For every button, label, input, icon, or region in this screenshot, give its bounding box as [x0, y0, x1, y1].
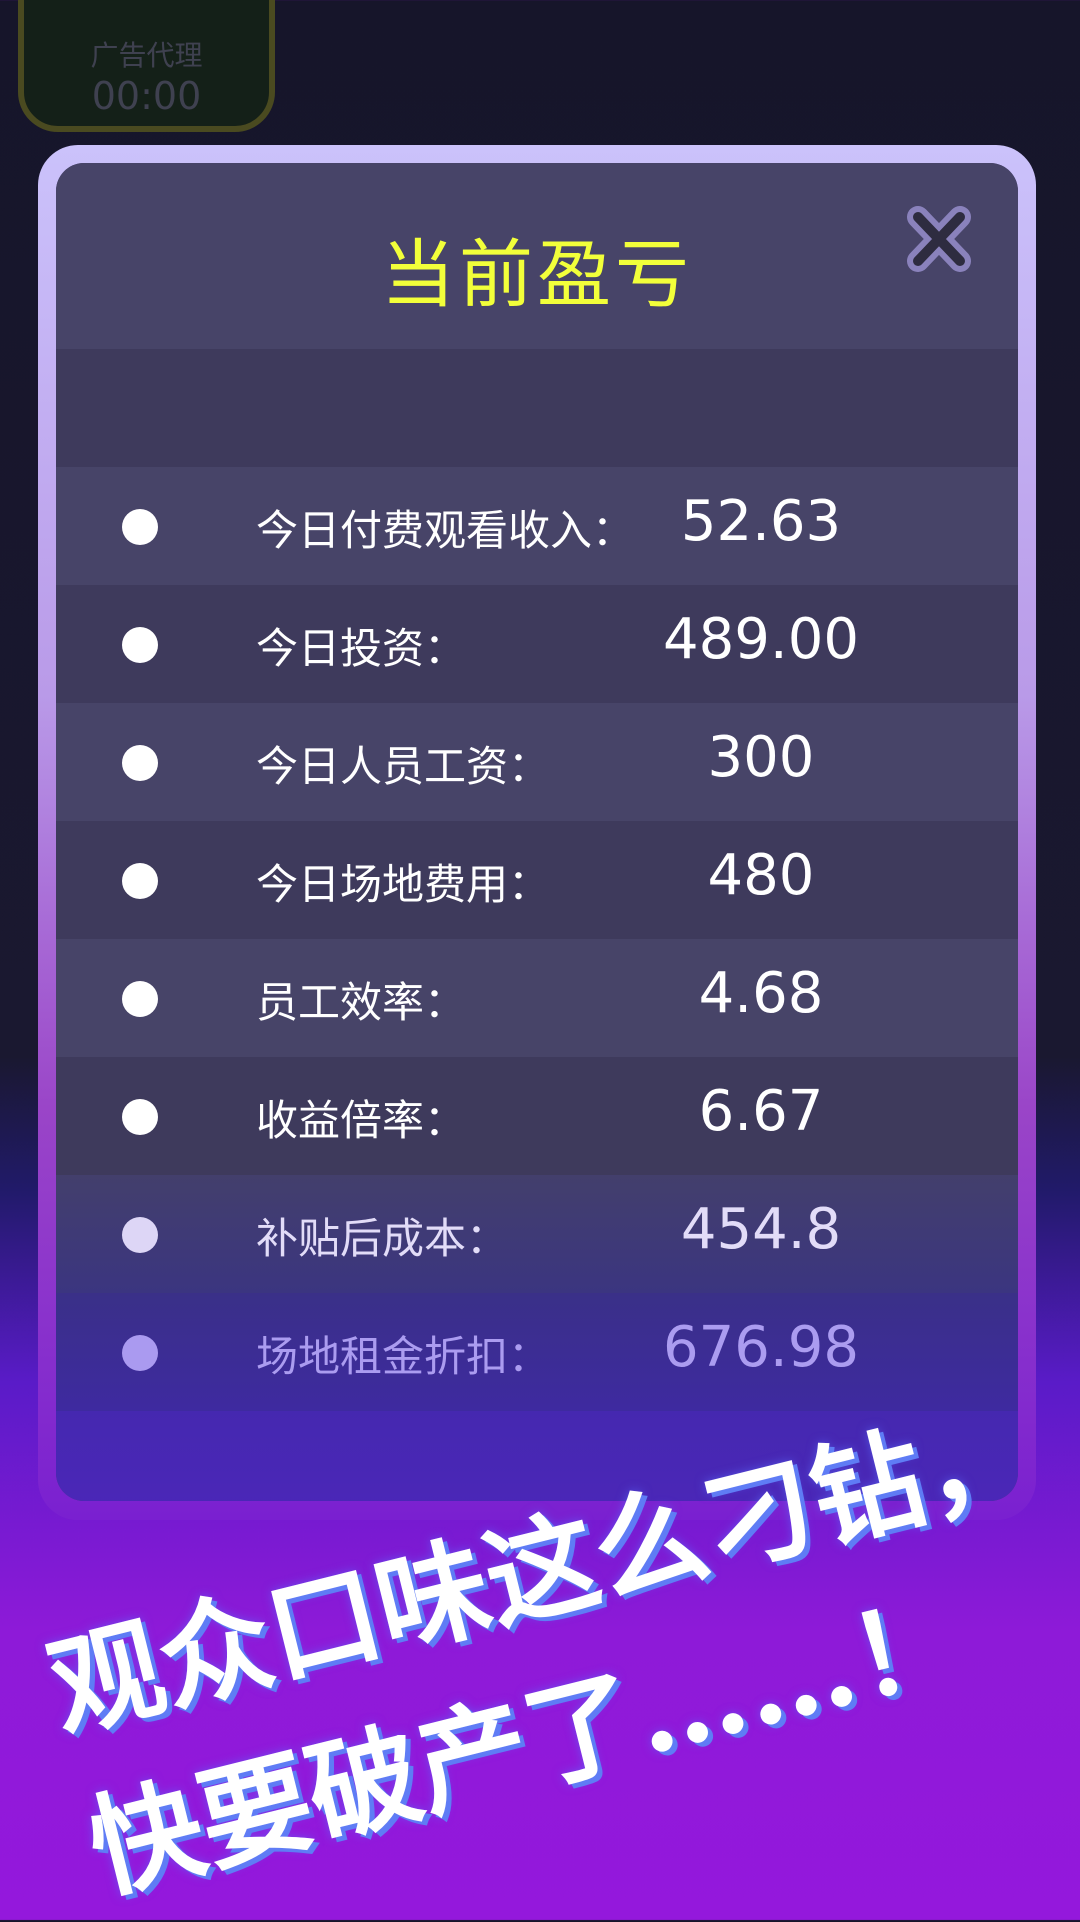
- dialog-header: 当前盈亏: [56, 163, 1018, 349]
- dialog-footer: [56, 1411, 1018, 1501]
- stat-row: 今日付费观看收入： 52.63: [56, 467, 1018, 585]
- stat-row: 今日投资： 489.00: [56, 585, 1018, 703]
- dialog-title: 当前盈亏: [381, 232, 693, 318]
- stat-value: 52.63: [680, 489, 842, 554]
- dialog-body: 当前盈亏 今日付费观看收入： 52.63 今日投资： 489.00 今日人员工资…: [56, 163, 1018, 1501]
- bullet-icon: [122, 509, 158, 545]
- stat-row: 场地租金折扣： 676.98: [56, 1293, 1018, 1411]
- stat-label: 补贴后成本：: [256, 1214, 509, 1263]
- stat-row: 今日场地费用： 480: [56, 821, 1018, 939]
- profit-loss-dialog: 当前盈亏 今日付费观看收入： 52.63 今日投资： 489.00 今日人员工资…: [38, 145, 1036, 1520]
- stat-value: 300: [707, 725, 815, 790]
- stat-value: 480: [707, 843, 815, 908]
- close-x-icon[interactable]: [904, 203, 974, 275]
- spacer-row: [56, 349, 1018, 467]
- stat-value: 676.98: [663, 1315, 859, 1380]
- stat-value: 454.8: [680, 1197, 842, 1262]
- stat-row: 补贴后成本： 454.8: [56, 1175, 1018, 1293]
- stat-value: 4.68: [698, 961, 824, 1026]
- stat-label: 今日付费观看收入：: [256, 506, 635, 555]
- stat-label: 今日人员工资：: [256, 742, 551, 791]
- stat-row: 收益倍率： 6.67: [56, 1057, 1018, 1175]
- stat-row: 员工效率： 4.68: [56, 939, 1018, 1057]
- stat-label: 今日场地费用：: [256, 860, 551, 909]
- stat-label: 员工效率：: [256, 978, 467, 1027]
- stat-row: 今日人员工资： 300: [56, 703, 1018, 821]
- bullet-icon: [122, 627, 158, 663]
- stat-label: 场地租金折扣：: [256, 1332, 551, 1381]
- stat-value: 6.67: [698, 1079, 824, 1144]
- bullet-icon: [122, 1335, 158, 1371]
- bullet-icon: [122, 981, 158, 1017]
- ad-agent-label: 广告代理: [90, 39, 203, 72]
- stat-label: 收益倍率：: [256, 1096, 467, 1145]
- stat-label: 今日投资：: [256, 624, 467, 673]
- ad-agent-timer: 00:00: [91, 74, 202, 118]
- stat-value: 489.00: [663, 607, 859, 672]
- bullet-icon: [122, 745, 158, 781]
- ad-agent-badge: 广告代理 00:00: [18, 0, 275, 132]
- bullet-icon: [122, 1217, 158, 1253]
- bullet-icon: [122, 863, 158, 899]
- bullet-icon: [122, 1099, 158, 1135]
